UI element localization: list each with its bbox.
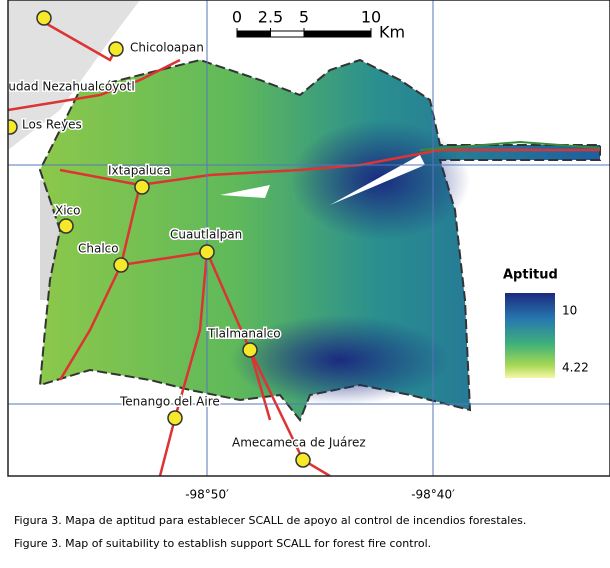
town-label: Amecameca de Juárez bbox=[232, 436, 366, 450]
town-marker bbox=[134, 179, 150, 195]
town-marker bbox=[167, 410, 183, 426]
town-marker bbox=[113, 257, 129, 273]
town-marker bbox=[58, 218, 74, 234]
graticule bbox=[8, 0, 610, 476]
scale-segment bbox=[270, 30, 305, 38]
towns: Chicoloapan iudad Nezahualcóyotl Los Reyes… bbox=[5, 39, 367, 468]
map-frame bbox=[7, 0, 610, 477]
legend-label: 4.22 bbox=[562, 361, 589, 375]
scale-segment bbox=[236, 30, 271, 38]
town-label: Cuautlalpan bbox=[170, 228, 242, 242]
legend-label: 10 bbox=[562, 304, 577, 318]
scale-label: 0 bbox=[232, 8, 242, 27]
town-label: Xico bbox=[55, 204, 81, 218]
scale-label: 10 bbox=[361, 8, 381, 27]
scale-segment bbox=[303, 30, 372, 38]
caption-en: Figure 3. Map of suitability to establis… bbox=[14, 537, 431, 550]
town-marker bbox=[242, 342, 258, 358]
road bbox=[8, 58, 181, 112]
town-label: Chicoloapan bbox=[130, 41, 204, 55]
town-marker bbox=[36, 10, 52, 26]
longitude-label: -98°50′ bbox=[185, 488, 229, 502]
town-label: Ixtapaluca bbox=[108, 164, 171, 178]
town-marker bbox=[295, 452, 311, 468]
road bbox=[120, 250, 272, 421]
caption-es: Figura 3. Mapa de aptitud para establece… bbox=[14, 514, 526, 527]
scale-unit: Km bbox=[379, 23, 405, 42]
excluded-area bbox=[330, 155, 425, 205]
river bbox=[419, 140, 601, 151]
legend-title: Aptitud bbox=[503, 268, 558, 283]
town-marker bbox=[8, 119, 18, 135]
legend-ramp bbox=[505, 293, 555, 378]
urban-area bbox=[8, 0, 140, 150]
town-label: Chalco bbox=[78, 242, 119, 256]
town-label: Los Reyes bbox=[22, 118, 82, 132]
town-label: Tenango del Aire bbox=[119, 395, 220, 409]
high-suitability-zone bbox=[230, 315, 450, 405]
scale-label: 5 bbox=[299, 8, 309, 27]
town-marker bbox=[199, 244, 215, 260]
map-body: Chicoloapan iudad Nezahualcóyotl Los Reyes… bbox=[5, 0, 610, 476]
longitude-label: -98°40′ bbox=[411, 488, 455, 502]
road bbox=[158, 251, 209, 476]
road bbox=[58, 184, 142, 381]
town-marker bbox=[108, 41, 124, 57]
town-label: iudad Nezahualcóyotl bbox=[5, 80, 135, 94]
legend: Aptitud 10 4.22 bbox=[503, 268, 589, 378]
town-label: Tlalmanalco bbox=[207, 327, 281, 341]
excluded-area bbox=[220, 185, 270, 198]
scale-label: 2.5 bbox=[258, 8, 283, 27]
